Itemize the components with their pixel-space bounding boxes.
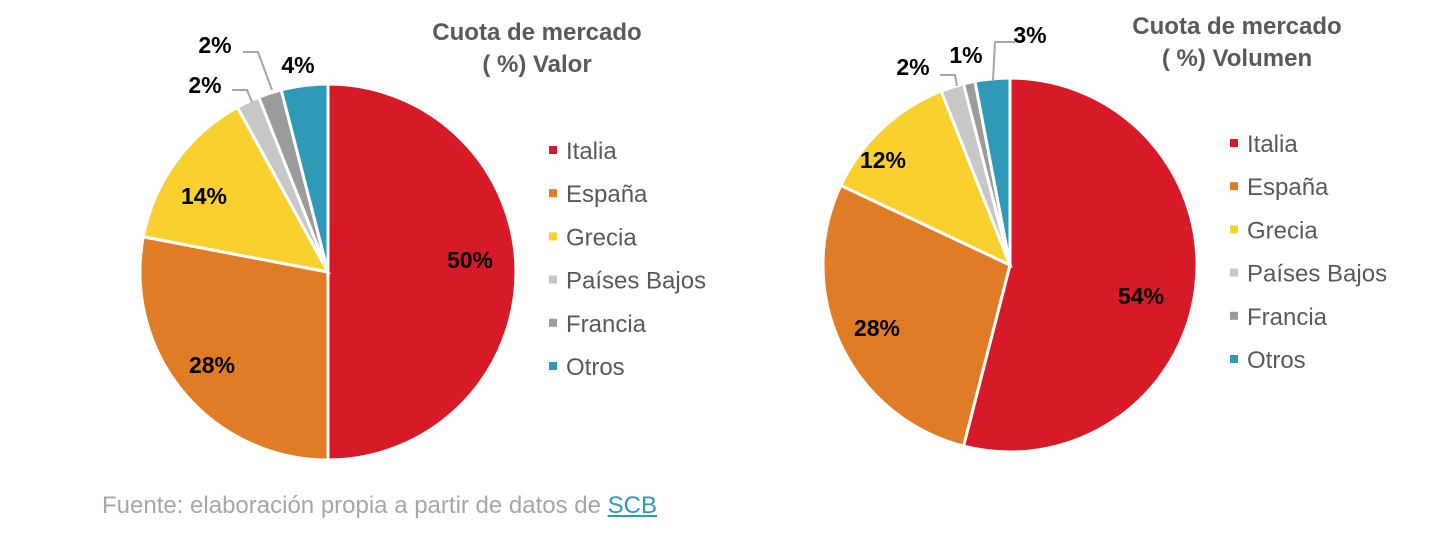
pie-chart-1: 50% 28% 14% 2% 2% 4% Cuota de mercado ( %) Valo… [138,19,706,462]
legend-item: Países Bajos [1247,261,1387,288]
legend-item: Italia [1247,131,1298,158]
leader-line [940,74,958,87]
data-label: 54% [1118,283,1164,309]
legend-swatch [549,362,557,370]
data-label: 14% [181,183,227,209]
data-label: 50% [447,247,493,273]
legend-item: Italia [566,138,617,165]
slice-otros [279,82,330,273]
legend-swatch [1230,139,1238,147]
slice-españa [138,235,330,462]
slice-españa [821,183,1012,448]
source-text: Fuente: elaboración propia a partir de d… [102,492,608,519]
legend-item: Grecia [1247,217,1318,244]
legend-item: Otros [1247,347,1306,374]
legend-item: España [1247,174,1329,201]
data-label: 12% [860,147,906,173]
legend-swatch [549,232,557,241]
data-label: 28% [854,315,900,341]
legend-item: Países Bajos [566,268,706,295]
slice-grecia [838,89,1013,268]
leader-line [992,41,1015,81]
legend-swatch [549,275,557,284]
legend-swatch [1230,311,1238,320]
legend-item: Francia [1247,304,1328,331]
leader-line [232,89,253,103]
slice-italia [326,82,518,462]
data-label: 4% [281,52,314,78]
data-label: 1% [949,42,982,68]
leader-line [243,51,273,91]
chart-subtitle: ( %) Volumen [1162,45,1312,72]
legend-item: Grecia [566,224,637,251]
legend-swatch [1230,268,1238,277]
chart-title: Cuota de mercado [432,19,641,46]
legend-swatch [1230,355,1238,363]
legend-item: Otros [566,354,625,381]
slice-italia [961,76,1199,454]
legend-item: Francia [566,311,647,338]
chart-title: Cuota de mercado [1132,13,1341,40]
legend-item: España [566,181,648,208]
legend-swatch [549,318,557,327]
data-label: 2% [188,72,221,98]
data-label: 28% [189,352,235,378]
legend-swatch [549,146,557,154]
data-label: 2% [198,32,231,58]
slice-grecia [141,105,331,275]
data-label: 2% [896,54,929,80]
legend-swatch [1230,225,1238,234]
legend-swatch [549,189,557,198]
scb-link[interactable]: SCB [607,492,658,519]
legend-swatch [1230,182,1238,191]
chart-subtitle: ( %) Valor [482,51,591,78]
data-label: 3% [1013,22,1046,48]
source-note: Fuente: elaboración propia a partir de d… [102,492,657,520]
pie-chart-2: 54% 28% 12% 2% 1% 3% Cuota de mercado ( %) Volu… [821,13,1387,454]
